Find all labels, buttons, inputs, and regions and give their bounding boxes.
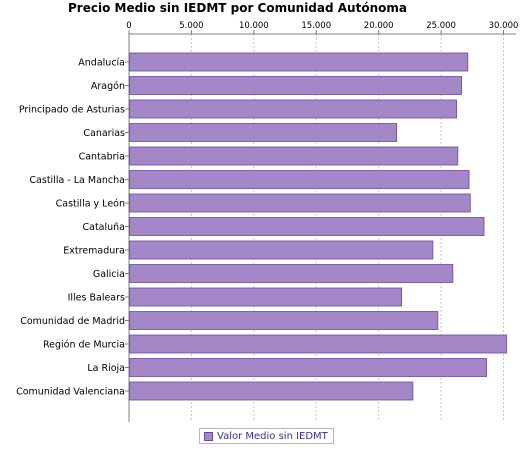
chart-title: Precio Medio sin IEDMT por Comunidad Aut… [68,1,407,15]
category-label: Comunidad de Madrid [20,316,125,327]
category-label: Extremadura [63,246,125,257]
x-tick-label: 5.000 [179,21,203,31]
category-label: Cataluña [82,222,125,233]
x-axis: 0 5.000 10.000 15.000 20.000 25.000 30.000 [125,21,518,422]
category-label: Cantabria [79,152,125,163]
bar [129,358,487,377]
bars [129,52,507,401]
category-label: Comunidad Valenciana [16,387,125,398]
bar [129,334,507,354]
bar [129,240,434,260]
legend: Valor Medio sin IEDMT [199,428,334,444]
bar [129,76,462,95]
bar [129,264,454,283]
x-tick-label: 25.000 [426,21,456,31]
bar [129,311,439,330]
bar [129,170,470,189]
category-label: Región de Murcia [43,340,125,351]
grid-lines [190,34,505,422]
category-label: Andalucía [78,58,125,69]
category-label: Castilla - La Mancha [29,175,125,186]
category-label: Aragón [91,81,125,92]
category-label: Castilla y León [56,199,125,210]
bar [129,287,403,307]
legend-label: Valor Medio sin IEDMT [217,430,328,442]
category-label: Galicia [93,269,125,280]
x-tick-label: 0 [126,21,131,31]
x-tick-label: 30.000 [489,21,519,31]
category-label: Principado de Asturias [19,105,125,116]
bar [129,193,471,213]
category-label: Canarias [83,128,125,139]
bar [129,99,457,119]
bar [129,52,469,72]
legend-swatch [204,431,213,441]
x-tick-label: 15.000 [301,21,331,31]
category-label: La Rioja [87,363,125,374]
x-tick-label: 20.000 [364,21,394,31]
bar [129,381,414,401]
bar [129,217,485,236]
category-label: Illes Balears [68,293,125,304]
category-labels: Andalucía Aragón Principado de Asturias Can… [16,58,125,398]
x-tick-label: 10.000 [239,21,269,31]
bar [129,146,459,166]
bar [129,123,398,142]
